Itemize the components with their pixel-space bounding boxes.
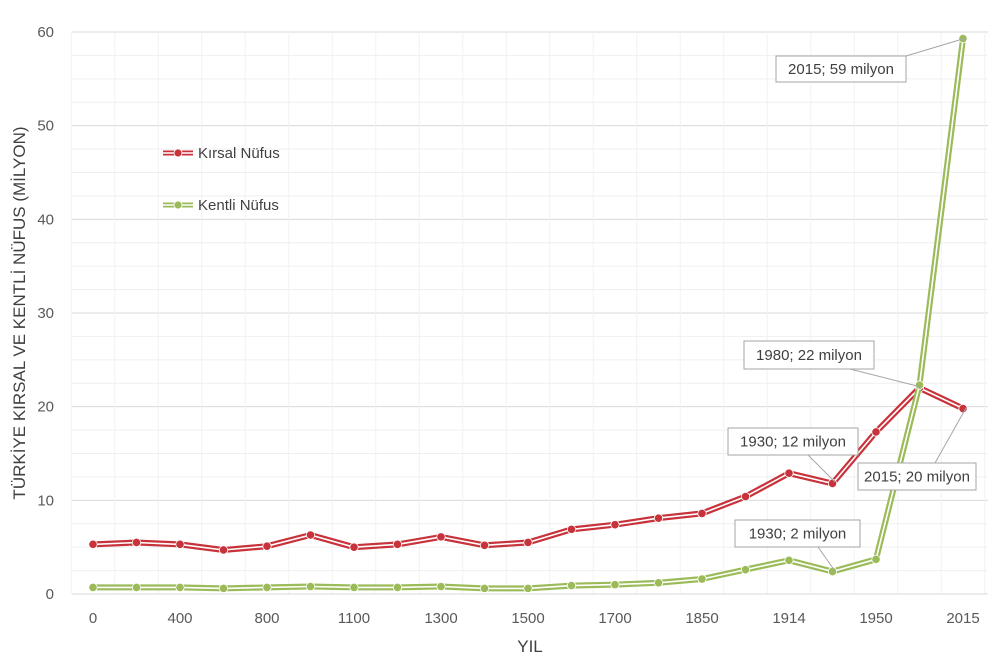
legend-swatch-marker — [173, 200, 183, 210]
series-kirsal — [88, 383, 968, 555]
data-point — [871, 427, 881, 437]
data-point — [218, 583, 229, 593]
series-line-outer — [93, 38, 966, 592]
y-tick-label: 60 — [37, 24, 54, 41]
data-point — [653, 578, 664, 588]
series-group — [88, 33, 968, 593]
callout: 2015; 59 milyon — [775, 37, 967, 83]
data-point — [697, 508, 707, 519]
data-point — [305, 581, 316, 592]
legend-label: Kentli Nüfus — [198, 197, 279, 214]
data-point — [610, 520, 620, 530]
data-point — [697, 574, 707, 584]
callout-box — [743, 340, 875, 370]
callout: 1980; 22 milyon — [743, 340, 922, 388]
data-point — [653, 513, 664, 523]
data-point — [740, 491, 751, 502]
data-point — [784, 468, 794, 478]
data-point — [262, 582, 272, 593]
data-point — [175, 582, 185, 593]
y-tick-label: 20 — [37, 399, 54, 416]
data-point — [610, 580, 620, 590]
y-tick-label: 30 — [37, 305, 54, 322]
data-point — [131, 537, 142, 548]
y-tick-label: 10 — [37, 492, 54, 509]
x-tick-label: 1500 — [511, 610, 544, 627]
legend-item: Kentli Nüfus — [163, 197, 279, 214]
data-point — [131, 582, 142, 593]
data-point — [175, 539, 185, 549]
x-tick-label: 800 — [254, 610, 279, 627]
x-tick-label: 1300 — [424, 610, 457, 627]
data-point — [479, 540, 490, 550]
legend: Kırsal Nüfus Kentli Nüfus — [163, 145, 280, 214]
data-point — [523, 537, 533, 548]
legend-label: Kırsal Nüfus — [198, 145, 280, 162]
legend-swatch-marker — [173, 148, 183, 158]
callout-box — [734, 519, 861, 548]
callout-leader — [934, 407, 967, 464]
y-axis-title: TÜRKİYE KIRSAL VE KENTLİ NÜFUS (MİLYON) — [10, 126, 29, 499]
y-tick-label: 40 — [37, 211, 54, 228]
callout-box — [727, 427, 859, 456]
callout: 1930; 12 milyon — [727, 427, 859, 483]
data-point — [436, 532, 446, 542]
callout-label: 1930; 2 milyon — [749, 526, 847, 543]
data-point — [218, 545, 229, 555]
x-axis-ticks: 0 400 800 1100 1300 1500 1700 1850 1914 1950 2015 — [89, 610, 980, 627]
callout-label: 2015; 59 milyon — [788, 61, 894, 78]
y-tick-label: 50 — [37, 118, 54, 135]
data-point — [479, 583, 490, 593]
callout-label: 2015; 20 milyon — [864, 469, 970, 486]
callout-leader — [849, 368, 922, 388]
x-tick-label: 400 — [167, 610, 192, 627]
x-tick-label: 1100 — [338, 610, 370, 627]
x-tick-label: 1914 — [772, 610, 805, 627]
callout: 1930; 2 milyon — [734, 519, 861, 572]
y-tick-label: 0 — [46, 586, 54, 603]
x-axis-title: YIL — [517, 637, 543, 656]
data-point — [392, 539, 403, 549]
x-tick-label: 1950 — [859, 610, 892, 627]
callout-box — [857, 462, 977, 491]
callout-label: 1980; 22 milyon — [756, 347, 862, 364]
data-point — [349, 582, 359, 593]
callout-leader — [905, 37, 967, 57]
callout-box — [775, 55, 907, 83]
gridlines — [70, 31, 988, 594]
callouts-group: 2015; 59 milyon 1980; 22 milyon 1930; 12 m… — [727, 37, 977, 572]
x-tick-label: 1850 — [685, 610, 718, 627]
x-tick-label: 0 — [89, 610, 97, 627]
data-point — [523, 583, 533, 593]
x-tick-label: 2015 — [946, 610, 979, 627]
data-point — [392, 582, 403, 593]
data-point — [827, 566, 838, 577]
data-point — [349, 542, 359, 552]
data-point — [436, 581, 446, 592]
data-point — [784, 555, 794, 565]
series-line-inner — [93, 38, 964, 590]
data-point — [305, 530, 316, 540]
callout-leader — [817, 546, 836, 572]
callout-leader — [807, 454, 836, 483]
callout: 2015; 20 milyon — [857, 407, 977, 491]
y-axis-ticks: 0 10 20 30 40 50 60 — [37, 24, 54, 603]
callout-label: 1930; 12 milyon — [740, 434, 846, 451]
data-point — [914, 380, 925, 390]
x-tick-label: 1700 — [598, 610, 631, 627]
data-point — [740, 565, 751, 575]
data-point — [88, 582, 98, 593]
data-point — [827, 478, 838, 489]
legend-item: Kırsal Nüfus — [163, 145, 280, 162]
data-point — [871, 554, 881, 564]
data-point — [566, 580, 577, 591]
data-point — [262, 541, 272, 551]
data-point — [566, 524, 577, 534]
data-point — [88, 539, 98, 549]
series-kentli — [88, 33, 968, 593]
